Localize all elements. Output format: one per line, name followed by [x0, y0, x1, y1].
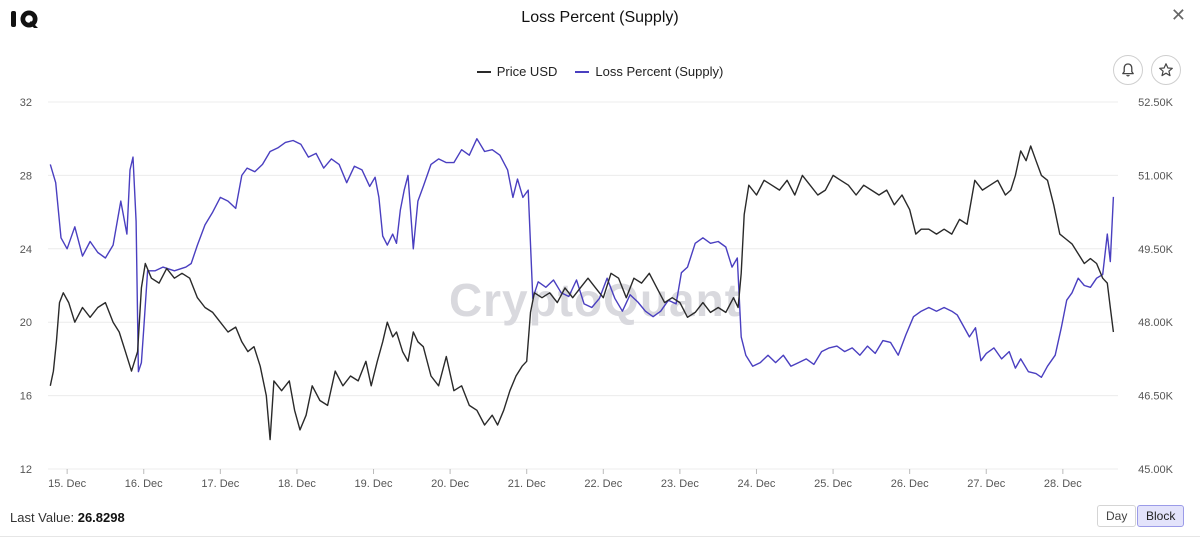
- y-right-tick-label: 51.00K: [1138, 170, 1174, 182]
- favorite-button[interactable]: [1151, 55, 1181, 85]
- legend-item-loss-percent[interactable]: Loss Percent (Supply): [575, 64, 723, 79]
- footer-divider: [0, 536, 1200, 537]
- close-icon[interactable]: ✕: [1170, 5, 1186, 25]
- legend-item-price[interactable]: Price USD: [476, 64, 558, 79]
- legend-swatch-price: [476, 70, 491, 73]
- chart-legend: Price USD Loss Percent (Supply): [0, 64, 1200, 79]
- cryptoquant-logo-icon: [11, 10, 38, 28]
- x-tick-label: 19. Dec: [355, 478, 393, 490]
- y-left-tick-label: 24: [20, 244, 32, 256]
- x-tick-label: 20. Dec: [431, 478, 469, 490]
- x-tick-label: 18. Dec: [278, 478, 316, 490]
- x-tick-label: 23. Dec: [661, 478, 699, 490]
- x-tick-label: 21. Dec: [508, 478, 546, 490]
- last-value-number: 26.8298: [77, 510, 125, 525]
- x-tick-label: 16. Dec: [125, 478, 163, 490]
- x-tick-label: 25. Dec: [814, 478, 852, 490]
- last-value-display: Last Value: 26.8298: [10, 510, 125, 525]
- page-title: Loss Percent (Supply): [521, 9, 679, 26]
- x-tick-label: 27. Dec: [967, 478, 1005, 490]
- watermark-text: CryptoQuant: [449, 274, 741, 326]
- x-tick-label: 26. Dec: [891, 478, 929, 490]
- resolution-block-button[interactable]: Block: [1137, 505, 1185, 527]
- y-right-tick-label: 49.50K: [1138, 244, 1174, 256]
- y-right-tick-label: 45.00K: [1138, 464, 1174, 476]
- legend-swatch-loss-percent: [575, 70, 590, 73]
- last-value-label: Last Value:: [10, 510, 75, 525]
- y-right-tick-label: 48.00K: [1138, 317, 1174, 329]
- resolution-day-button[interactable]: Day: [1097, 505, 1137, 527]
- y-right-tick-label: 46.50K: [1138, 391, 1174, 403]
- x-tick-label: 22. Dec: [584, 478, 622, 490]
- star-icon: [1159, 63, 1173, 77]
- y-left-tick-label: 28: [20, 170, 32, 182]
- loss-percent-series-line: [49, 138, 1115, 378]
- loss-percent-chart: 12 45.00K 16 46.50K 20 48.00K 24 49.50K 28 51.00K…: [20, 97, 1174, 490]
- x-tick-label: 17. Dec: [201, 478, 239, 490]
- price-usd-series-line: [49, 145, 1115, 441]
- bell-icon: [1122, 63, 1134, 77]
- legend-label-loss-percent: Loss Percent (Supply): [595, 64, 724, 79]
- x-tick-label: 28. Dec: [1044, 478, 1082, 490]
- legend-label-price: Price USD: [496, 64, 558, 79]
- x-tick-label: 15. Dec: [48, 478, 86, 490]
- y-left-tick-label: 32: [20, 97, 32, 109]
- alert-button[interactable]: [1113, 55, 1143, 85]
- y-left-tick-label: 12: [20, 464, 32, 476]
- x-tick-label: 24. Dec: [738, 478, 776, 490]
- y-left-tick-label: 20: [20, 317, 32, 329]
- y-right-tick-label: 52.50K: [1138, 97, 1174, 109]
- y-left-tick-label: 16: [20, 391, 32, 403]
